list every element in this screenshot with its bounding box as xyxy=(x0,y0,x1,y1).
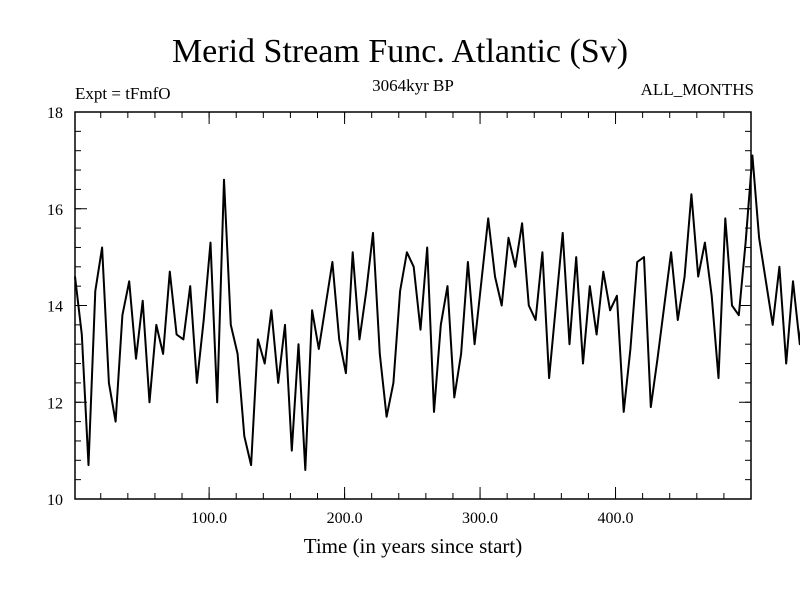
y-tick-label: 16 xyxy=(47,202,63,219)
period-label: 3064kyr BP xyxy=(372,76,454,95)
y-tick-label: 10 xyxy=(47,492,63,509)
y-tick-label: 18 xyxy=(47,105,63,122)
plot-frame xyxy=(74,111,752,500)
series-line xyxy=(74,154,800,471)
x-tick-label: 300.0 xyxy=(462,510,498,527)
months-label: ALL_MONTHS xyxy=(640,80,754,99)
x-tick-label: 400.0 xyxy=(598,510,634,527)
y-tick-label: 12 xyxy=(47,395,63,412)
x-tick-label: 200.0 xyxy=(327,510,363,527)
chart-title: Merid Stream Func. Atlantic (Sv) xyxy=(171,33,629,70)
x-axis-label: Time (in years since start) xyxy=(303,534,523,558)
experiment-label: Expt = tFmfO xyxy=(75,84,171,103)
x-tick-label: 100.0 xyxy=(191,510,227,527)
y-tick-label: 14 xyxy=(47,299,63,316)
